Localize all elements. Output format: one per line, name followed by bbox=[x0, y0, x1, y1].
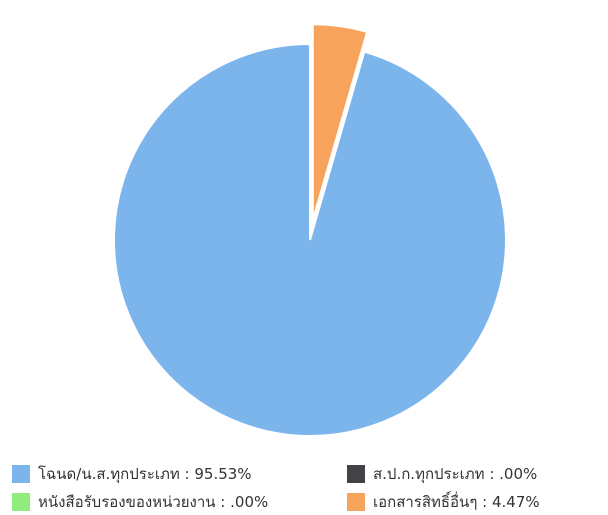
pie-chart bbox=[113, 23, 507, 437]
legend-swatch-title-deed bbox=[12, 465, 30, 483]
pie-slice-0[interactable] bbox=[113, 42, 507, 437]
legend-swatch-other-documents bbox=[347, 493, 365, 511]
legend-item-agency-certificate[interactable]: หนังสือรับรองของหน่วยงาน : .00% bbox=[12, 489, 268, 515]
pie-slices bbox=[113, 23, 507, 437]
legend-swatch-agency-certificate bbox=[12, 493, 30, 511]
legend-item-other-documents[interactable]: เอกสารสิทธิ์อื่นๆ : 4.47% bbox=[347, 489, 540, 515]
legend-label-agency-certificate: หนังสือรับรองของหน่วยงาน : .00% bbox=[38, 493, 269, 511]
pie-slice-3[interactable] bbox=[311, 23, 369, 221]
chart-legend: โฉนด/น.ส.ทุกประเภท : 95.53% ส.ป.ก.ทุกประ… bbox=[12, 450, 604, 511]
legend-item-sor-por-kor[interactable]: ส.ป.ก.ทุกประเภท : .00% bbox=[347, 461, 537, 487]
legend-swatch-sor-por-kor bbox=[347, 465, 365, 483]
legend-label-other-documents: เอกสารสิทธิ์อื่นๆ : 4.47% bbox=[373, 493, 540, 511]
legend-label-title-deed: โฉนด/น.ส.ทุกประเภท : 95.53% bbox=[38, 465, 252, 483]
legend-label-sor-por-kor: ส.ป.ก.ทุกประเภท : .00% bbox=[373, 465, 538, 483]
legend-item-title-deed[interactable]: โฉนด/น.ส.ทุกประเภท : 95.53% bbox=[12, 461, 252, 487]
